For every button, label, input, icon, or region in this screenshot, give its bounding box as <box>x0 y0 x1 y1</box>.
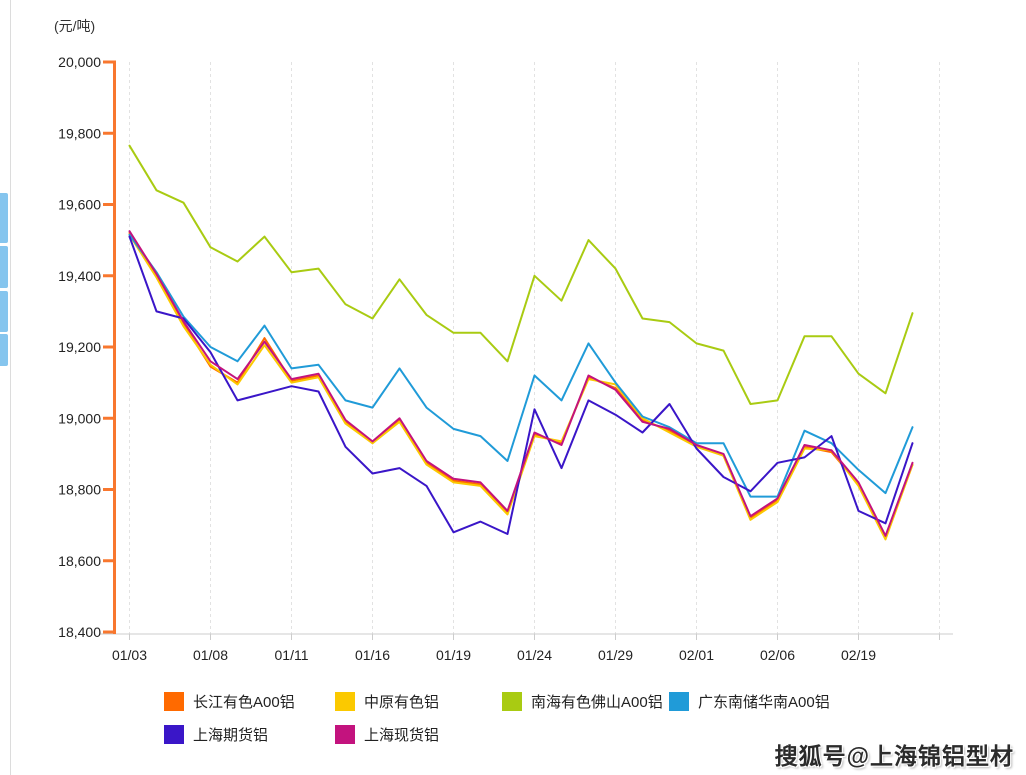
price-line-chart: 01/03 01/08 01/11 01/16 01/19 01/24 01/29 02/01… <box>58 54 953 663</box>
y-tick-label: 18,800 <box>58 482 101 498</box>
y-axis-unit-label: (元/吨) <box>54 18 96 34</box>
y-tick-label: 19,000 <box>58 410 101 426</box>
series-line-zhongyuan-al <box>128 233 914 541</box>
series-line-guangdong-nanchu-a00-al <box>128 233 914 498</box>
x-tick-label: 01/16 <box>355 647 390 663</box>
edge-share-tab-4[interactable] <box>0 334 8 366</box>
page-left-border <box>10 0 11 775</box>
legend-swatch-zhongyuan-al <box>335 692 355 711</box>
legend-item-shanghai-futures-al[interactable]: 上海期货铝 <box>164 724 335 745</box>
y-tick-label: 19,400 <box>58 268 101 284</box>
legend-label: 中原有色铝 <box>364 694 440 711</box>
legend-label: 南海有色佛山A00铝 <box>531 694 663 711</box>
legend-label: 长江有色A00铝 <box>193 694 295 711</box>
series-line-shanghai-spot-al <box>128 230 914 537</box>
legend-label: 上海期货铝 <box>193 727 269 744</box>
edge-share-tab-1[interactable] <box>0 193 8 243</box>
y-tick-label: 19,800 <box>58 125 101 141</box>
x-tick-label: 02/19 <box>841 647 876 663</box>
legend-item-zhongyuan-al[interactable]: 中原有色铝 <box>335 691 502 712</box>
x-tick-label: 02/01 <box>679 647 714 663</box>
series-line-nanhai-foshan-a00-al <box>128 144 914 405</box>
chart-svg: 01/03 01/08 01/11 01/16 01/19 01/24 01/29 02/01… <box>58 54 953 663</box>
chart-legend: 长江有色A00铝 中原有色铝 南海有色佛山A00铝 广东南储华南A00铝上海期货铝 上海… <box>164 691 830 745</box>
series-line-changjiang-a00-al <box>128 232 914 539</box>
watermark: 搜狐号@上海锦铝型材 <box>774 743 1014 769</box>
y-tick-label: 20,000 <box>58 54 101 70</box>
y-tick-label: 18,400 <box>58 624 101 640</box>
y-tick-label: 19,600 <box>58 197 101 213</box>
x-tick-label: 01/24 <box>517 647 552 663</box>
legend-item-nanhai-foshan-a00-al[interactable]: 南海有色佛山A00铝 <box>502 691 669 712</box>
legend-swatch-shanghai-futures-al <box>164 725 184 744</box>
x-tick-label: 01/29 <box>598 647 633 663</box>
legend-label: 广东南储华南A00铝 <box>698 694 830 711</box>
x-tick-label: 01/19 <box>436 647 471 663</box>
legend-swatch-nanhai-foshan-a00-al <box>502 692 522 711</box>
legend-swatch-changjiang-a00-al <box>164 692 184 711</box>
x-tick-label: 01/03 <box>112 647 147 663</box>
legend-label: 上海现货铝 <box>364 727 440 744</box>
legend-item-guangdong-nanchu-a00-al[interactable]: 广东南储华南A00铝 <box>669 691 830 712</box>
edge-share-tab-3[interactable] <box>0 291 8 332</box>
legend-item-shanghai-spot-al[interactable]: 上海现货铝 <box>335 724 502 745</box>
series-line-shanghai-futures-al <box>128 235 914 535</box>
legend-item-changjiang-a00-al[interactable]: 长江有色A00铝 <box>164 691 335 712</box>
legend-swatch-guangdong-nanchu-a00-al <box>669 692 689 711</box>
legend-swatch-shanghai-spot-al <box>335 725 355 744</box>
edge-share-tab-2[interactable] <box>0 246 8 288</box>
x-tick-label: 01/11 <box>275 647 309 663</box>
y-tick-label: 18,600 <box>58 553 101 569</box>
x-tick-label: 01/08 <box>193 647 228 663</box>
y-tick-label: 19,200 <box>58 339 101 355</box>
x-tick-label: 02/06 <box>760 647 795 663</box>
